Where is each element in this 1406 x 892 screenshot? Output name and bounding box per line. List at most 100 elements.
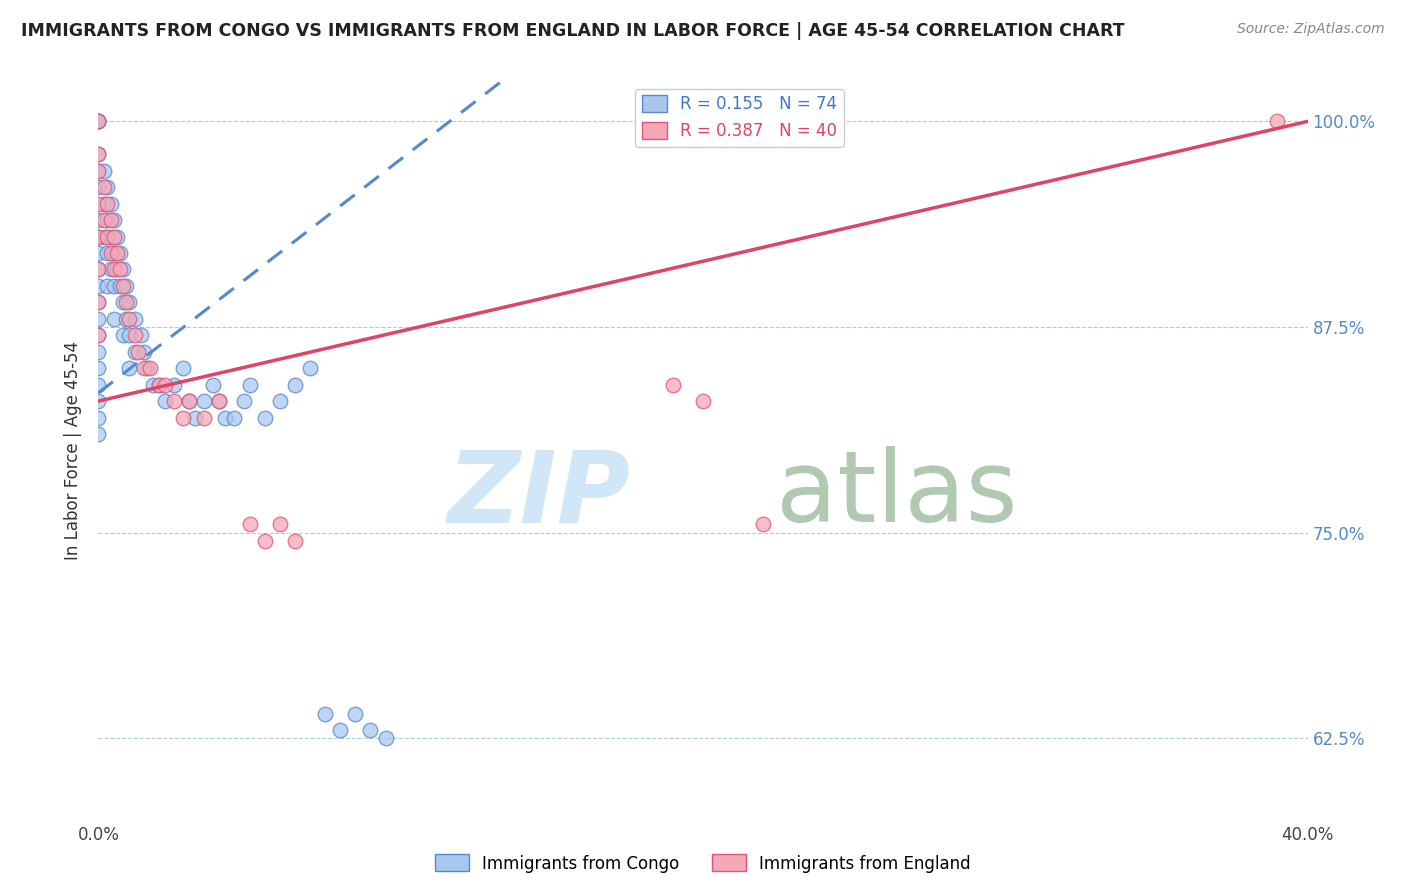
Point [118, 328, 141, 343]
Point [172, 410, 194, 425]
Point [105, 262, 128, 277]
Point [202, 377, 225, 392]
Y-axis label: In Labor Force | Age 45-54: In Labor Force | Age 45-54 [65, 341, 83, 560]
Point [132, 344, 155, 359]
Point [93, 163, 115, 178]
Point [87, 163, 110, 178]
Point [96, 213, 118, 227]
Point [96, 246, 118, 260]
Point [87, 311, 110, 326]
Point [193, 394, 215, 409]
Point [87, 262, 110, 277]
Point [87, 114, 110, 128]
Point [163, 377, 186, 392]
Point [87, 328, 110, 343]
Point [139, 361, 162, 376]
Text: atlas: atlas [776, 446, 1017, 543]
Point [96, 180, 118, 194]
Point [269, 394, 291, 409]
Point [284, 533, 307, 548]
Point [360, 723, 382, 738]
Point [105, 229, 128, 244]
Point [269, 517, 291, 532]
Point [118, 295, 141, 310]
Point [253, 533, 276, 548]
Point [87, 361, 110, 376]
Point [87, 114, 110, 128]
Point [129, 328, 152, 343]
Point [111, 279, 134, 293]
Point [1267, 114, 1289, 128]
Point [100, 262, 122, 277]
Point [118, 311, 141, 326]
Point [87, 229, 110, 244]
Point [142, 377, 165, 392]
Point [87, 114, 110, 128]
Point [103, 311, 125, 326]
Point [692, 394, 714, 409]
Point [103, 213, 125, 227]
Point [87, 163, 110, 178]
Point [103, 262, 125, 277]
Text: IMMIGRANTS FROM CONGO VS IMMIGRANTS FROM ENGLAND IN LABOR FORCE | AGE 45-54 CORR: IMMIGRANTS FROM CONGO VS IMMIGRANTS FROM… [21, 22, 1125, 40]
Point [163, 394, 186, 409]
Point [100, 196, 122, 211]
Point [87, 180, 110, 194]
Point [344, 706, 367, 721]
Point [103, 279, 125, 293]
Point [208, 394, 231, 409]
Point [87, 147, 110, 161]
Point [127, 344, 149, 359]
Point [135, 361, 157, 376]
Point [299, 361, 322, 376]
Point [87, 394, 110, 409]
Point [87, 328, 110, 343]
Point [87, 344, 110, 359]
Point [132, 361, 155, 376]
Point [111, 328, 134, 343]
Point [87, 295, 110, 310]
Point [114, 295, 136, 310]
Text: ZIP: ZIP [447, 446, 630, 543]
Point [124, 344, 146, 359]
Point [93, 196, 115, 211]
Point [153, 394, 176, 409]
Point [87, 229, 110, 244]
Point [153, 377, 176, 392]
Point [284, 377, 307, 392]
Point [103, 246, 125, 260]
Point [148, 377, 170, 392]
Point [253, 410, 276, 425]
Point [224, 410, 246, 425]
Point [108, 262, 131, 277]
Point [87, 410, 110, 425]
Point [124, 311, 146, 326]
Point [87, 295, 110, 310]
Point [239, 377, 262, 392]
Point [100, 213, 122, 227]
Point [87, 246, 110, 260]
Point [87, 147, 110, 161]
Point [239, 517, 262, 532]
Point [108, 279, 131, 293]
Point [100, 229, 122, 244]
Point [329, 723, 352, 738]
Point [193, 410, 215, 425]
Point [214, 410, 236, 425]
Point [87, 427, 110, 442]
Point [114, 311, 136, 326]
Point [96, 279, 118, 293]
Point [314, 706, 336, 721]
Point [93, 213, 115, 227]
Point [374, 731, 396, 746]
Point [93, 229, 115, 244]
Point [179, 394, 201, 409]
Point [208, 394, 231, 409]
Point [87, 196, 110, 211]
Point [118, 361, 141, 376]
Point [100, 246, 122, 260]
Point [124, 328, 146, 343]
Point [93, 180, 115, 194]
Point [87, 377, 110, 392]
Text: Source: ZipAtlas.com: Source: ZipAtlas.com [1237, 22, 1385, 37]
